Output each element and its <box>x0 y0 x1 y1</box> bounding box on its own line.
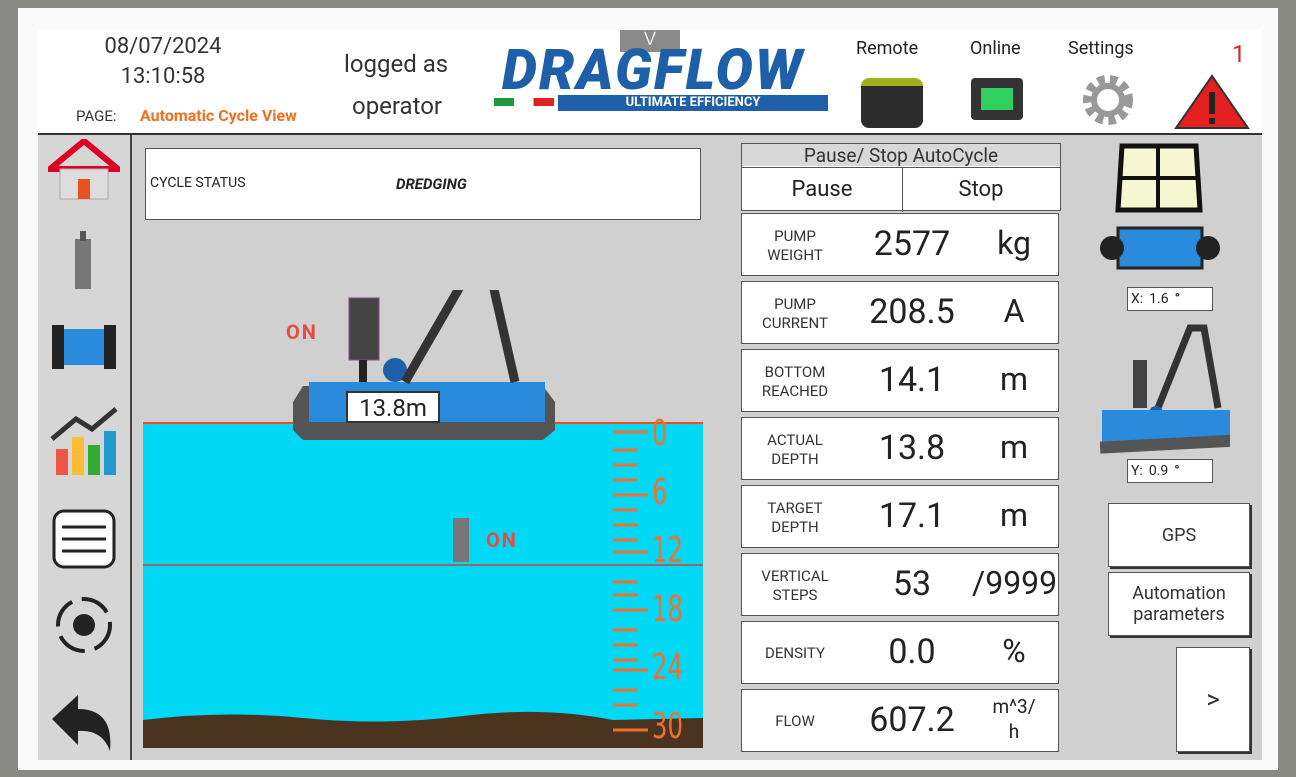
reading-value: 17.1 <box>842 496 982 536</box>
pump-state: ON <box>486 528 518 552</box>
page-name: Automatic Cycle View <box>140 106 297 125</box>
reading-label: BOTTOM REACHED <box>750 350 840 413</box>
next-button[interactable]: > <box>1176 647 1250 752</box>
reading-value: 2577 <box>842 224 982 264</box>
reading-label: VERTICAL STEPS <box>750 554 840 617</box>
logo-title: DRAGFLOW <box>493 40 813 100</box>
login-line: logged as <box>344 50 448 78</box>
online-label[interactable]: Online <box>970 38 1021 59</box>
reading-label: PUMP WEIGHT <box>750 214 840 277</box>
scale-label: 24 <box>652 647 683 688</box>
mast-base <box>359 360 367 382</box>
control-panel: Pause/ Stop AutoCycle Pause Stop <box>741 143 1061 211</box>
pontoon-state: ON <box>286 320 318 344</box>
x-value: 1.6 <box>1149 291 1168 307</box>
scale-label: 12 <box>652 530 683 571</box>
x-unit: ° <box>1175 291 1180 307</box>
header: 08/07/2024 13:10:58 PAGE: Automatic Cycl… <box>38 30 1262 135</box>
reading-value: 14.1 <box>842 360 982 400</box>
y-unit: ° <box>1174 463 1179 479</box>
scale-label: 6 <box>652 472 667 513</box>
online-indicator <box>981 88 1013 110</box>
time: 13:10:58 <box>88 64 238 89</box>
automation-button[interactable]: Automation parameters <box>1108 572 1250 636</box>
reading-unit: m <box>972 428 1056 466</box>
scale-label: 30 <box>652 706 683 747</box>
back-icon[interactable] <box>52 695 110 751</box>
pump <box>453 518 469 562</box>
reading-unit: A <box>972 292 1056 330</box>
mast <box>349 298 379 360</box>
logo-subtitle: ULTIMATE EFFICIENCY <box>558 95 828 111</box>
reading-unit: /9999 <box>972 564 1056 602</box>
reading-label: ACTUAL DEPTH <box>750 418 840 481</box>
scale-label: 18 <box>652 589 683 630</box>
reading-label: PUMP CURRENT <box>750 282 840 345</box>
parameters-icon[interactable] <box>54 511 114 567</box>
depth-label: 13.8m <box>346 391 440 423</box>
reading-unit: m^3/ h <box>972 694 1056 744</box>
cycle-status-label: CYCLE STATUS <box>150 175 246 191</box>
page: 08/07/2024 13:10:58 PAGE: Automatic Cycl… <box>0 0 1296 777</box>
reading-label: FLOW <box>750 690 840 753</box>
hmi: 08/07/2024 13:10:58 PAGE: Automatic Cycl… <box>38 30 1262 760</box>
x-label: X: <box>1131 291 1143 307</box>
alarm-icon[interactable] <box>1174 74 1250 130</box>
pump-icon[interactable] <box>75 231 91 289</box>
reading-unit: kg <box>972 224 1056 262</box>
x-tilt: X: 1.6 ° <box>1127 287 1213 311</box>
remote-icon[interactable] <box>861 78 923 128</box>
automation-icon[interactable] <box>58 599 110 651</box>
settings-icon[interactable] <box>1078 74 1138 130</box>
login-user: operator <box>352 92 442 120</box>
settings-label[interactable]: Settings <box>1068 38 1134 59</box>
stop-button[interactable]: Stop <box>902 167 1060 212</box>
remote-label[interactable]: Remote <box>856 38 918 59</box>
reading-unit: m <box>972 496 1056 534</box>
scale-label: 0 <box>652 413 667 454</box>
logo-flag <box>494 98 554 106</box>
reading-value: 0.0 <box>842 632 982 672</box>
reading-unit: % <box>972 632 1056 670</box>
chart-icon[interactable] <box>52 409 116 475</box>
reading-value: 208.5 <box>842 292 982 332</box>
reading-value: 13.8 <box>842 428 982 468</box>
reading-unit: m <box>972 360 1056 398</box>
reading-label: TARGET DEPTH <box>750 486 840 549</box>
cycle-status-panel: CYCLE STATUS DREDGING <box>145 148 701 220</box>
y-label: Y: <box>1131 463 1143 479</box>
reading-value: 53 <box>842 564 982 604</box>
alarm-count: 1 <box>1232 40 1246 68</box>
a-frame <box>405 290 515 382</box>
date: 08/07/2024 <box>88 34 238 59</box>
sidebar <box>38 135 132 760</box>
page-label: PAGE: <box>76 107 117 125</box>
y-value: 0.9 <box>1149 463 1168 479</box>
cycle-status-value: DREDGING <box>396 175 467 193</box>
online-icon[interactable] <box>971 78 1023 120</box>
home-icon[interactable] <box>50 141 118 199</box>
reading-value: 607.2 <box>842 700 982 740</box>
reading-label: DENSITY <box>750 622 840 685</box>
control-title: Pause/ Stop AutoCycle <box>742 144 1060 166</box>
pause-button[interactable]: Pause <box>742 167 903 212</box>
y-tilt: Y: 0.9 ° <box>1127 459 1213 483</box>
sidebar-icons <box>48 139 120 759</box>
dredging-scene <box>143 290 703 750</box>
water <box>143 423 703 748</box>
gps-button[interactable]: GPS <box>1108 503 1250 567</box>
dredger-icon[interactable] <box>52 325 116 369</box>
